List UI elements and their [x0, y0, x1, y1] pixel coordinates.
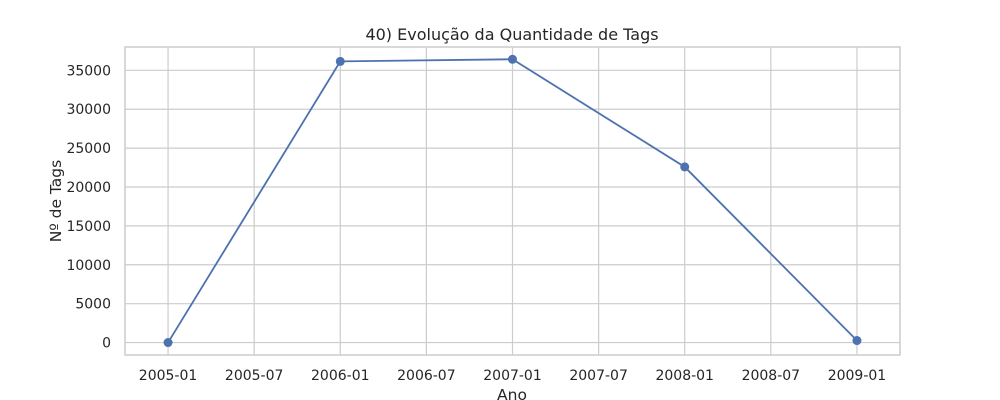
data-point	[508, 54, 517, 64]
y-tick-label: 20000	[66, 180, 111, 196]
data-point	[852, 336, 862, 346]
x-tick-label: 2006-07	[397, 368, 456, 384]
gridlines	[125, 47, 900, 355]
plot-frame	[124, 46, 901, 356]
x-tick-label: 2007-07	[569, 368, 628, 384]
y-tick-label: 35000	[66, 63, 111, 79]
axes-frame	[124, 46, 901, 356]
x-tick-label: 2006-01	[311, 368, 370, 384]
x-tick-label: 2009-01	[828, 368, 887, 384]
chart-title: 40) Evolução da Quantidade de Tags	[365, 25, 658, 44]
x-tick-label: 2008-07	[742, 368, 801, 384]
data-point	[335, 56, 345, 66]
x-axis-label: Ano	[497, 386, 527, 400]
x-tick-labels: 2005-01 2005-07 2006-01 2006-07 2007-01 2007-…	[139, 368, 886, 384]
data-point	[163, 338, 173, 348]
y-tick-label: 0	[102, 336, 111, 352]
y-tick-label: 5000	[75, 297, 111, 313]
y-axis-label: Nº de Tags	[47, 160, 65, 242]
y-tick-label: 25000	[66, 141, 111, 157]
x-tick-label: 2005-01	[139, 368, 198, 384]
x-tick-label: 2005-07	[225, 368, 284, 384]
series-group	[163, 54, 862, 348]
y-tick-label: 30000	[66, 102, 111, 118]
data-point	[680, 162, 690, 172]
y-tick-labels: 0 5000 10000 15000 20000 25000 30000 35000	[66, 63, 111, 351]
x-tick-label: 2008-01	[655, 368, 714, 384]
y-tick-label: 10000	[66, 258, 111, 274]
x-tick-label: 2007-01	[483, 368, 542, 384]
y-tick-label: 15000	[66, 219, 111, 235]
